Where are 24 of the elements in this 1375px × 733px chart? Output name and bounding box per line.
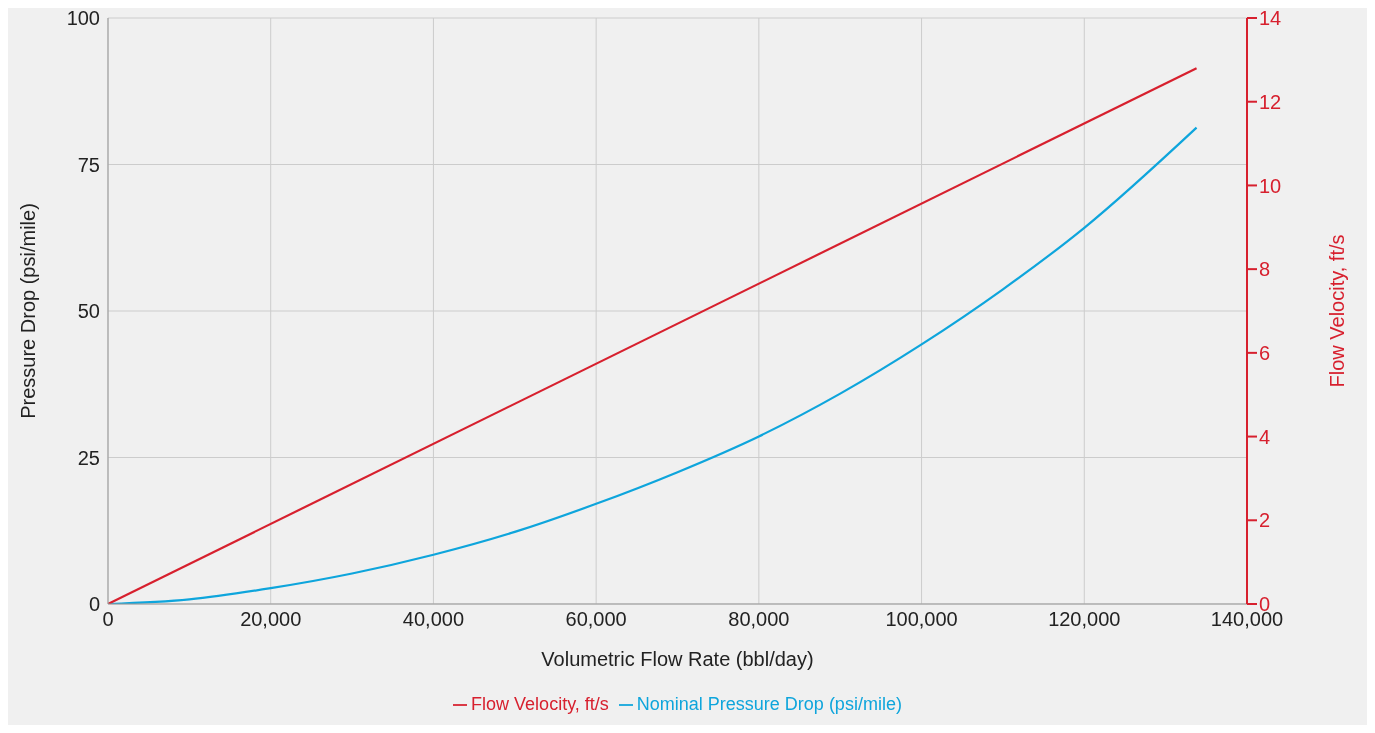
y2-tick-label: 10	[1259, 174, 1282, 197]
legend-label: Nominal Pressure Drop (psi/mile)	[636, 694, 902, 714]
x-tick-label: 0	[102, 608, 114, 631]
y-tick-label: 25	[77, 446, 100, 469]
y-tick-label: 0	[88, 593, 100, 616]
y2-tick-label: 8	[1259, 258, 1271, 281]
legend-label: Flow Velocity, ft/s	[471, 694, 609, 714]
x-tick-label: 120,000	[1048, 608, 1121, 631]
x-axis-title: Volumetric Flow Rate (bbl/day)	[541, 648, 814, 670]
y-axis-title: Pressure Drop (psi/mile)	[17, 203, 40, 419]
y2-tick-label: 12	[1259, 90, 1282, 113]
y2-tick-label: 14	[1259, 7, 1282, 30]
x-tick-label: 100,000	[885, 608, 958, 631]
y2-tick-label: 2	[1259, 509, 1271, 532]
y2-tick-label: 4	[1259, 425, 1271, 448]
x-tick-label: 20,000	[240, 608, 302, 631]
y2-tick-label: 6	[1259, 341, 1271, 364]
y-tick-label: 50	[77, 300, 100, 323]
y-tick-label: 75	[77, 153, 100, 176]
x-tick-label: 80,000	[728, 608, 790, 631]
y2-axis-title: Flow Velocity, ft/s	[1326, 234, 1349, 388]
x-tick-label: 40,000	[402, 608, 465, 631]
y-tick-label: 100	[66, 7, 100, 30]
x-tick-label: 60,000	[565, 608, 627, 631]
